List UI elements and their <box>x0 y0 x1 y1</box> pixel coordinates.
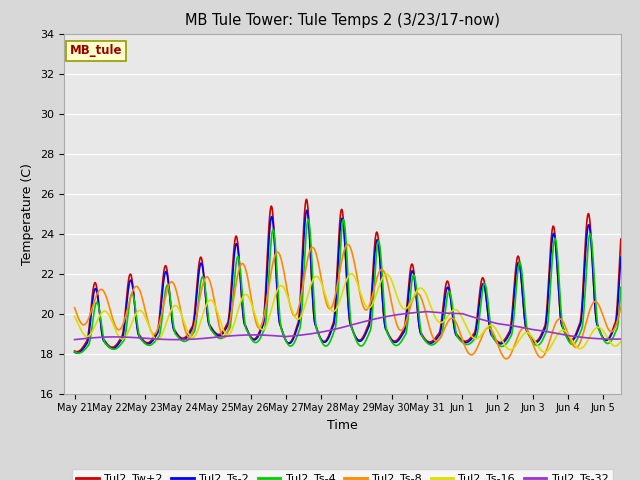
Tul2_Ts-8 <box>502 356 510 362</box>
Tul2_Ts-4 <box>607 339 614 345</box>
Legend: Tul2_Tw+2, Tul2_Ts-2, Tul2_Ts-4, Tul2_Ts-8, Tul2_Ts-16, Tul2_Ts-32: Tul2_Tw+2, Tul2_Ts-2, Tul2_Ts-4, Tul2_Ts… <box>72 469 613 480</box>
Tul2_Tw+2 <box>166 289 173 295</box>
Tul2_Ts-16 <box>304 293 312 299</box>
Tul2_Ts-2 <box>303 207 310 213</box>
Tul2_Tw+2 <box>71 348 79 354</box>
Tul2_Ts-32 <box>133 335 141 341</box>
Tul2_Ts-32 <box>166 336 173 342</box>
Title: MB Tule Tower: Tule Temps 2 (3/23/17-now): MB Tule Tower: Tule Temps 2 (3/23/17-now… <box>185 13 500 28</box>
Tul2_Ts-16 <box>607 340 614 346</box>
Tul2_Ts-4 <box>305 217 312 223</box>
Tul2_Ts-32 <box>280 334 288 339</box>
Tul2_Ts-32 <box>304 331 312 337</box>
Tul2_Ts-16 <box>348 271 355 276</box>
Tul2_Tw+2 <box>607 332 614 338</box>
Tul2_Ts-16 <box>541 349 548 355</box>
Tul2_Ts-2 <box>133 324 141 330</box>
Tul2_Ts-2 <box>166 290 173 296</box>
Tul2_Tw+2 <box>617 236 625 242</box>
Tul2_Ts-32 <box>607 336 614 342</box>
Tul2_Ts-16 <box>71 313 79 319</box>
Tul2_Ts-16 <box>166 312 173 317</box>
Tul2_Tw+2 <box>304 207 312 213</box>
Tul2_Ts-2 <box>280 334 288 340</box>
Tul2_Ts-16 <box>548 343 556 348</box>
Tul2_Ts-8 <box>344 241 351 247</box>
Tul2_Ts-8 <box>617 305 625 311</box>
Tul2_Ts-4 <box>75 350 83 356</box>
Tul2_Ts-4 <box>280 334 288 339</box>
Tul2_Ts-4 <box>617 285 625 290</box>
Tul2_Ts-32 <box>172 337 179 343</box>
Tul2_Ts-8 <box>304 256 312 262</box>
Y-axis label: Temperature (C): Temperature (C) <box>22 163 35 264</box>
Tul2_Ts-8 <box>133 284 141 289</box>
Line: Tul2_Ts-16: Tul2_Ts-16 <box>75 274 621 352</box>
Tul2_Ts-4 <box>133 318 141 324</box>
Tul2_Ts-16 <box>617 338 625 344</box>
Tul2_Ts-16 <box>133 310 141 315</box>
Tul2_Ts-2 <box>617 254 625 260</box>
Tul2_Ts-8 <box>280 270 288 276</box>
Line: Tul2_Tw+2: Tul2_Tw+2 <box>75 199 621 352</box>
Tul2_Tw+2 <box>73 349 81 355</box>
Text: MB_tule: MB_tule <box>70 44 122 58</box>
Tul2_Ts-32 <box>71 336 79 342</box>
Tul2_Tw+2 <box>133 324 141 330</box>
Tul2_Ts-2 <box>304 214 312 219</box>
Tul2_Tw+2 <box>303 196 310 202</box>
Tul2_Ts-2 <box>607 334 614 339</box>
Tul2_Tw+2 <box>280 334 288 339</box>
X-axis label: Time: Time <box>327 419 358 432</box>
Tul2_Ts-4 <box>166 289 173 295</box>
Tul2_Ts-16 <box>280 285 288 291</box>
Tul2_Ts-32 <box>423 309 431 314</box>
Line: Tul2_Ts-8: Tul2_Ts-8 <box>75 244 621 359</box>
Tul2_Ts-32 <box>617 336 625 342</box>
Tul2_Tw+2 <box>548 232 556 238</box>
Tul2_Ts-4 <box>304 217 312 223</box>
Line: Tul2_Ts-32: Tul2_Ts-32 <box>75 312 621 340</box>
Tul2_Ts-8 <box>607 329 614 335</box>
Tul2_Ts-8 <box>548 332 556 337</box>
Tul2_Ts-4 <box>71 349 79 355</box>
Tul2_Ts-8 <box>71 305 79 311</box>
Tul2_Ts-4 <box>548 266 556 272</box>
Tul2_Ts-8 <box>166 281 173 287</box>
Tul2_Ts-2 <box>548 242 556 248</box>
Tul2_Ts-32 <box>548 330 556 336</box>
Tul2_Ts-2 <box>74 350 81 356</box>
Tul2_Ts-2 <box>71 349 79 355</box>
Line: Tul2_Ts-4: Tul2_Ts-4 <box>75 220 621 353</box>
Line: Tul2_Ts-2: Tul2_Ts-2 <box>75 210 621 353</box>
